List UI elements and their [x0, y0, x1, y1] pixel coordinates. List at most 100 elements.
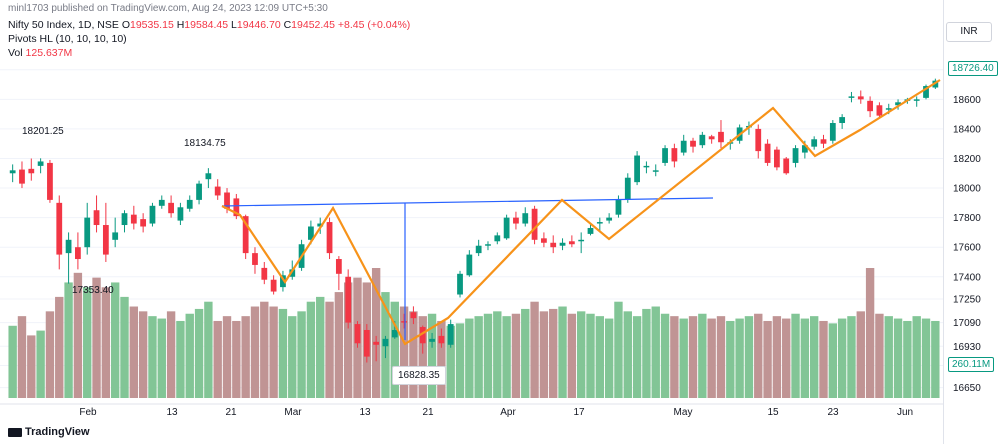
candle-body	[811, 139, 818, 147]
volume-bar	[772, 316, 782, 398]
ohlc-header: Nifty 50 Index, 1D, NSE O19535.15 H19584…	[8, 19, 410, 31]
volume-bar	[316, 296, 325, 398]
volume-bar	[763, 320, 772, 398]
candle-body	[718, 131, 724, 143]
candle-body	[550, 242, 557, 248]
volume-bar	[232, 320, 241, 398]
volume-bar	[418, 316, 427, 398]
candle-body	[308, 226, 314, 240]
candle-body	[224, 192, 230, 209]
candle-body	[801, 145, 808, 153]
volume-bar	[893, 318, 903, 398]
candle-body	[447, 324, 454, 345]
candle-body	[578, 239, 585, 242]
publish-line: minl1703 published on TradingView.com, A…	[8, 3, 328, 14]
candle-body	[522, 213, 529, 224]
candle-body	[354, 324, 361, 344]
volume-bar	[474, 316, 483, 398]
candle-body	[643, 165, 650, 168]
volume-bar	[549, 308, 558, 398]
volume-bar	[586, 313, 595, 398]
price-tick-label: 18200	[953, 154, 981, 165]
volume-bar	[744, 316, 754, 398]
volume-bar	[194, 308, 204, 398]
volume-bar	[101, 287, 111, 398]
volume-bar	[166, 311, 176, 398]
candle-body	[531, 208, 538, 240]
candle-body	[680, 140, 687, 153]
volume-bar	[148, 316, 157, 398]
volume-bar	[27, 335, 36, 398]
candle-body	[289, 269, 296, 277]
candle-body	[820, 139, 827, 144]
volume-bar	[698, 313, 707, 398]
candle-body	[130, 214, 137, 224]
candle-body	[19, 169, 25, 184]
candle-body	[47, 162, 53, 200]
symbol-name[interactable]: Nifty 50 Index, 1D, NSE	[8, 19, 119, 31]
candle-body	[140, 219, 147, 227]
candle-body	[102, 225, 109, 255]
candle-body	[93, 210, 100, 226]
close-value: 19452.45	[291, 19, 335, 31]
volume-bar	[250, 306, 260, 398]
last-volume-tag: 260.11M	[948, 357, 995, 372]
time-tick-label: Mar	[284, 407, 302, 418]
candle-body	[345, 276, 352, 323]
volume-bar	[800, 318, 810, 398]
volume-bar	[120, 296, 129, 398]
annotation-high-2: 18134.75	[184, 138, 226, 149]
candle-body	[568, 241, 575, 245]
candle-body	[615, 199, 622, 215]
volume-indicator-label[interactable]: Vol 125.637M	[8, 47, 72, 59]
volume-bar	[325, 301, 334, 398]
candle-body	[606, 217, 613, 221]
volume-bar	[875, 313, 884, 398]
candle-body	[634, 155, 640, 183]
volume-bar	[688, 316, 698, 398]
candle-body	[391, 329, 398, 338]
candle-body	[708, 136, 715, 140]
candle-body	[513, 217, 519, 224]
candle-body	[559, 242, 566, 246]
tradingview-logo[interactable]: TradingView	[8, 426, 90, 438]
open-value: 19535.15	[129, 19, 174, 31]
volume-bar	[931, 320, 940, 398]
candle-body	[205, 173, 212, 180]
volume-bar	[632, 316, 642, 398]
volume-bar	[241, 316, 250, 398]
volume-bar	[614, 301, 623, 398]
candle-body	[457, 273, 463, 295]
volume-bar	[865, 268, 875, 398]
candle-body	[829, 123, 836, 141]
high-value: 19584.45	[184, 19, 229, 31]
currency-button[interactable]: INR	[946, 22, 992, 42]
o-label: O	[121, 19, 130, 31]
volume-bar	[493, 311, 502, 398]
candle-body	[84, 217, 91, 248]
volume-bar	[465, 318, 474, 398]
price-tick-label: 17600	[953, 243, 981, 254]
volume-bar	[576, 311, 586, 398]
volume-bar	[903, 320, 912, 398]
volume-bar	[809, 316, 819, 398]
volume-bar	[36, 330, 45, 398]
time-tick-label: Apr	[500, 407, 516, 418]
candle-body	[857, 96, 864, 100]
volume-bar	[912, 316, 921, 398]
volume-bar	[455, 323, 465, 398]
candle-body	[848, 96, 855, 98]
volume-bar	[707, 318, 716, 398]
candle-body	[196, 183, 202, 200]
candle-body	[503, 217, 510, 239]
volume-bar	[521, 308, 530, 398]
volume-bar	[530, 301, 539, 398]
candle-body	[261, 267, 268, 280]
candle-body	[9, 170, 16, 174]
pivots-indicator-label[interactable]: Pivots HL (10, 10, 10, 10)	[8, 33, 127, 45]
price-tick-label: 16650	[953, 383, 981, 394]
low-value: 19446.70	[236, 19, 281, 31]
price-tick-label: 18000	[953, 184, 981, 195]
volume-bar	[595, 316, 605, 398]
